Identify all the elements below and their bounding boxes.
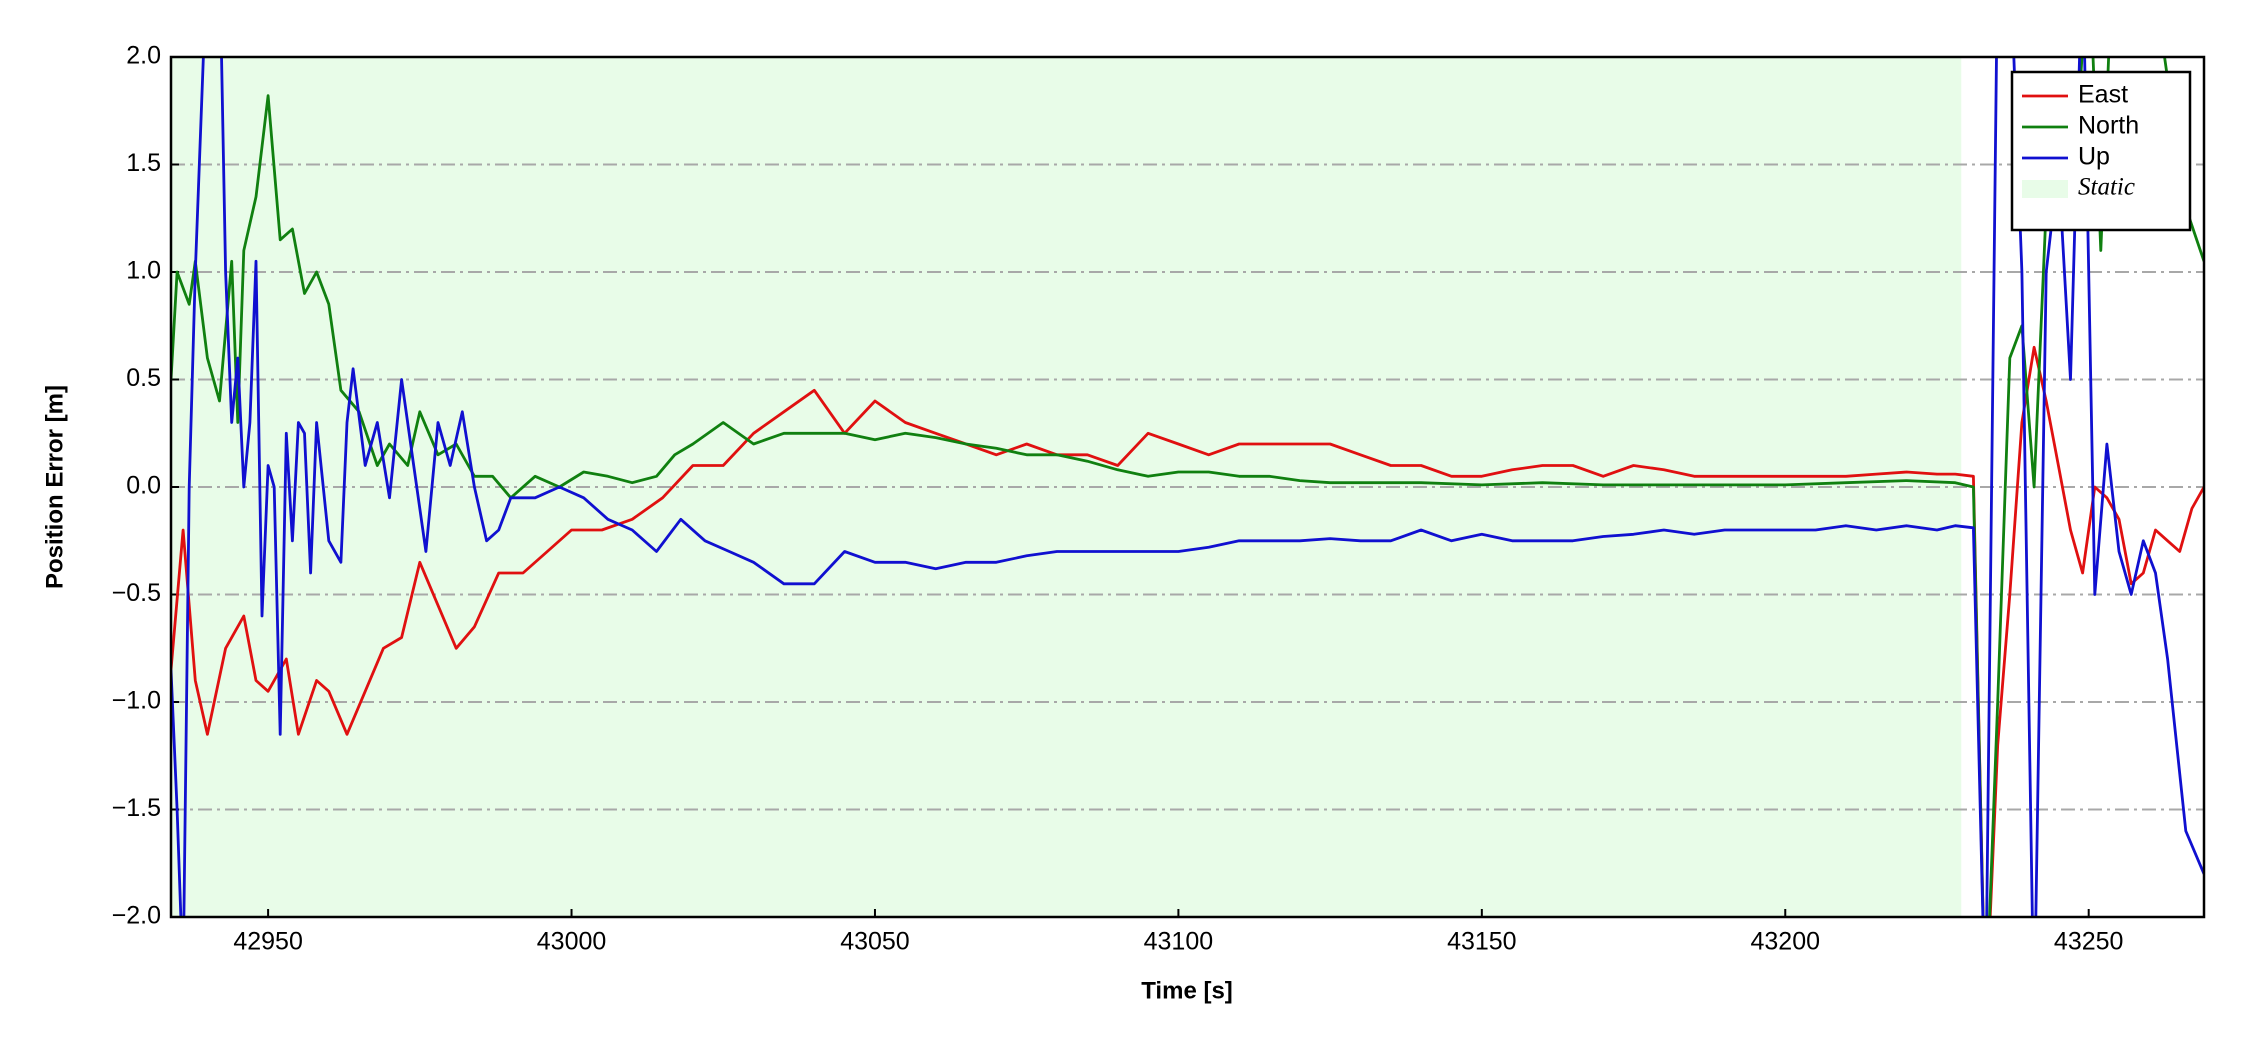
x-tick-label: 43000 [537, 928, 607, 956]
x-tick-label: 43100 [1144, 928, 1214, 956]
legend-label: Static [2078, 174, 2135, 201]
line-series [171, 57, 2204, 917]
x-tick-label: 43050 [840, 928, 910, 956]
y-tick-label: −0.5 [112, 579, 161, 607]
x-tick-label: 42950 [233, 928, 303, 956]
y-tick-label: 1.5 [126, 149, 161, 177]
y-tick-label: 0.0 [126, 472, 161, 500]
y-tick-label: −1.5 [112, 794, 161, 822]
x-axis-label: Time [s] [1141, 977, 1233, 1004]
legend: East North Up Static [2010, 70, 2192, 232]
legend-box [2010, 70, 2192, 232]
y-tick-label: 0.5 [126, 364, 161, 392]
x-tick-label: 43200 [1750, 928, 1820, 956]
plot-frame [169, 55, 2206, 919]
y-tick-label: −2.0 [112, 902, 161, 930]
legend-label: East [2078, 81, 2128, 109]
y-tick-label: 1.0 [126, 257, 161, 285]
x-tick-label: 43150 [1447, 928, 1517, 956]
legend-label: North [2078, 112, 2139, 140]
y-axis-label: Position Error [m] [41, 385, 68, 589]
y-tick-label: 2.0 [126, 42, 161, 70]
legend-label: Up [2078, 143, 2110, 171]
legend-swatch [2022, 180, 2068, 198]
x-tick-label: 43250 [2054, 928, 2124, 956]
y-tick-label: −1.0 [112, 687, 161, 715]
